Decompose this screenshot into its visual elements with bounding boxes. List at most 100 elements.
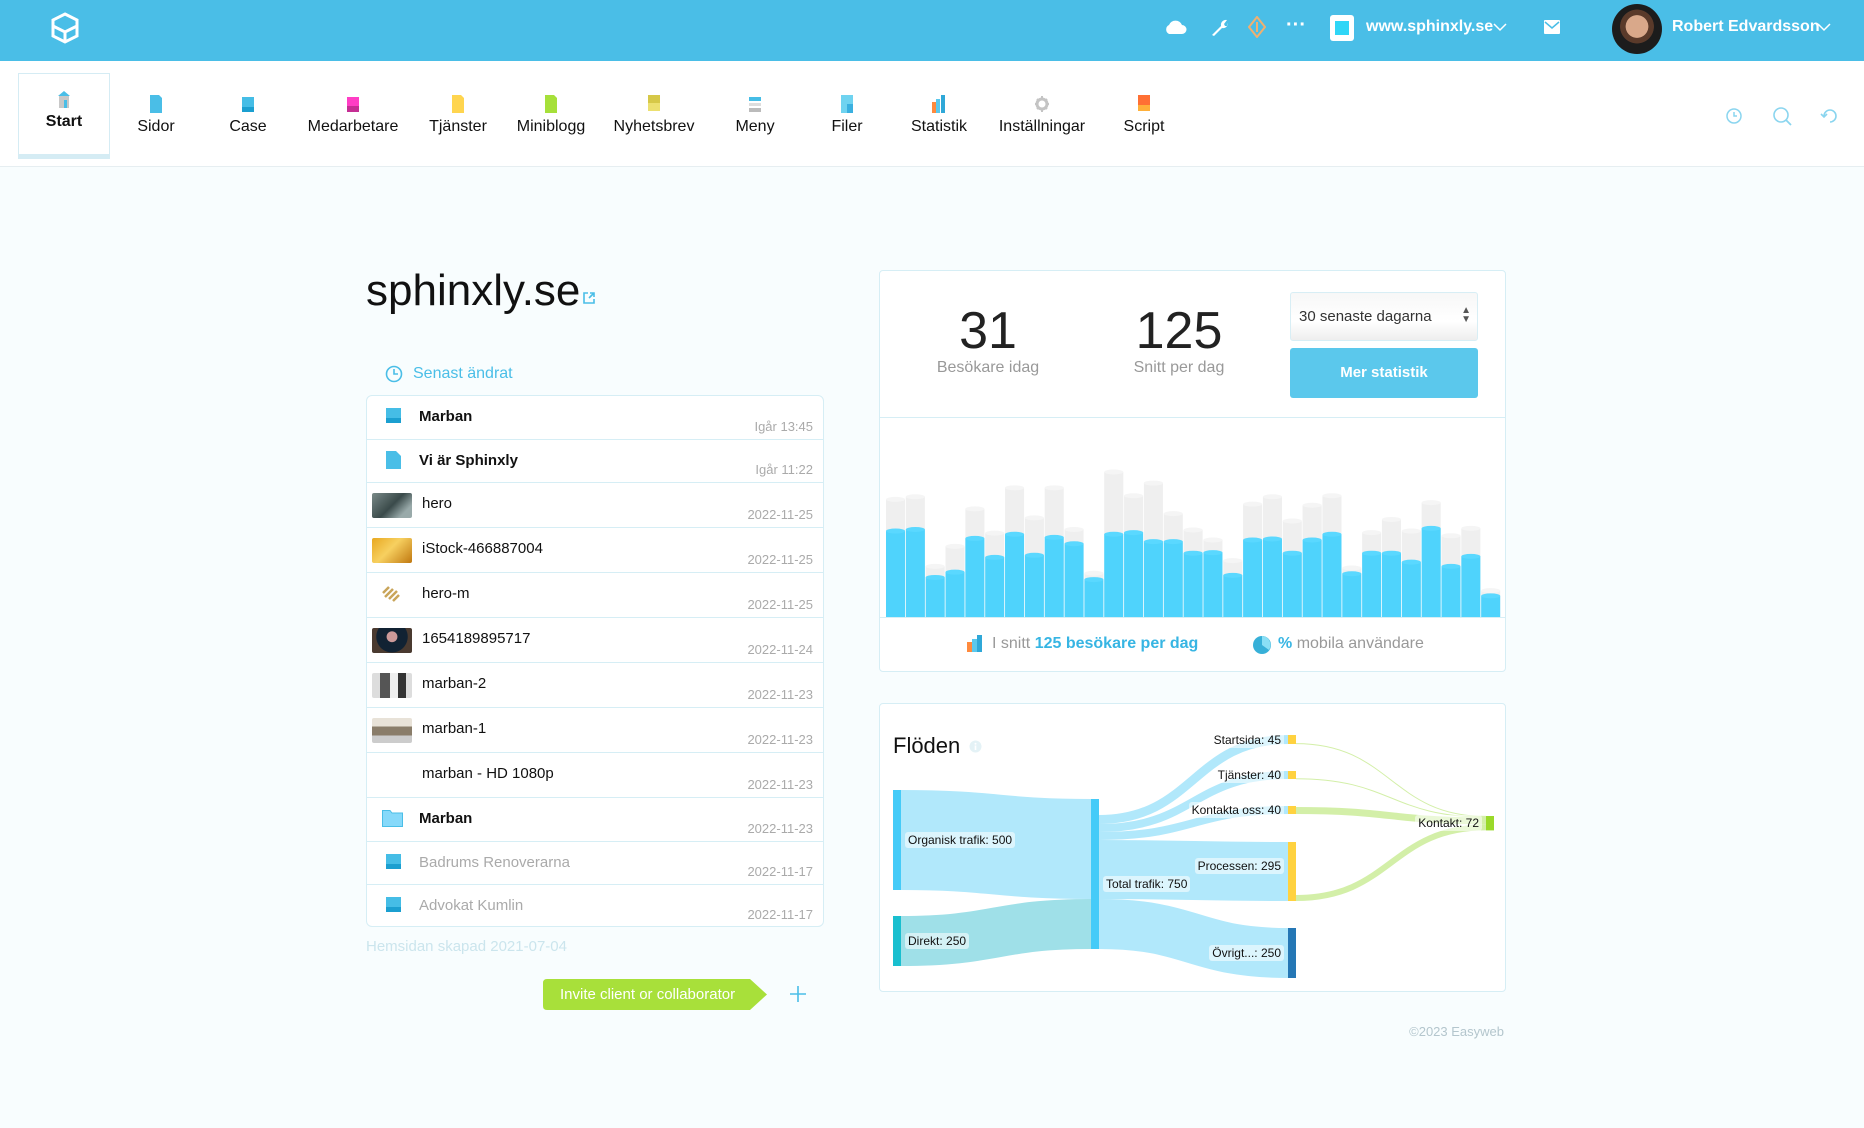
list-item[interactable]: Advokat Kumlin 2022-11-17 xyxy=(367,884,823,927)
list-item[interactable]: 1654189895717 2022-11-24 xyxy=(367,617,823,662)
list-item[interactable]: marban-2 2022-11-23 xyxy=(367,662,823,707)
search-icon[interactable] xyxy=(1772,106,1792,126)
bar-previous-cap xyxy=(1282,518,1302,524)
more-stats-button[interactable]: Mer statistik xyxy=(1290,348,1478,398)
cloud-icon[interactable] xyxy=(1163,18,1187,36)
list-item[interactable]: Badrums Renoverarna 2022-11-17 xyxy=(367,841,823,884)
bar-current xyxy=(1401,562,1421,617)
bar-current xyxy=(905,529,925,617)
list-item[interactable]: Vi är Sphinxly Igår 11:22 xyxy=(367,439,823,482)
bar-current-cap xyxy=(1163,539,1183,545)
bar-current-cap xyxy=(1243,537,1263,543)
gear-icon xyxy=(1035,96,1049,112)
bar-current-cap xyxy=(905,526,925,532)
tab-start[interactable]: Start xyxy=(18,73,110,159)
tab-tjänster[interactable]: Tjänster xyxy=(412,79,504,167)
bar-previous-cap xyxy=(1262,494,1282,500)
bar-current-cap xyxy=(1282,550,1302,556)
tab-filer[interactable]: Filer xyxy=(801,79,893,167)
tab-medarbetare[interactable]: Medarbetare xyxy=(307,79,399,167)
logo-cube-icon[interactable] xyxy=(50,12,80,44)
bar-current-cap xyxy=(925,574,945,580)
diamond-icon[interactable] xyxy=(1248,16,1266,38)
avg-per-day-label: Snitt per dag xyxy=(1133,359,1225,376)
item-date: 2022-11-23 xyxy=(747,687,813,702)
bar-current-cap xyxy=(1342,571,1362,577)
sankey-node-label: Kontakta oss: 40 xyxy=(1188,802,1284,818)
bar-current-cap xyxy=(1223,572,1243,578)
bar-current-cap xyxy=(1084,577,1104,583)
info-icon[interactable] xyxy=(969,740,982,753)
list-item[interactable]: Marban Igår 13:45 xyxy=(367,396,823,439)
list-item[interactable]: hero 2022-11-25 xyxy=(367,482,823,527)
bar-current-cap xyxy=(1203,550,1223,556)
bar-current xyxy=(1481,595,1501,617)
services-icon xyxy=(452,95,464,113)
avatar[interactable] xyxy=(1612,4,1662,54)
more-icon[interactable]: ··· xyxy=(1286,14,1306,36)
bar-previous-cap xyxy=(1441,533,1461,539)
external-link-icon[interactable] xyxy=(582,291,596,305)
add-icon[interactable] xyxy=(789,985,807,1003)
tab-label: Medarbetare xyxy=(307,118,399,135)
item-date: Igår 13:45 xyxy=(754,419,813,434)
tab-label: Meny xyxy=(735,118,775,135)
bar-previous-cap xyxy=(945,543,965,549)
bar-current xyxy=(1421,528,1441,617)
bar-current xyxy=(1223,575,1243,617)
user-name[interactable]: Robert Edvardsson xyxy=(1672,18,1820,35)
tab-inställningar[interactable]: Inställningar xyxy=(996,79,1088,167)
item-date: 2022-11-25 xyxy=(747,507,813,522)
image-thumbnail xyxy=(372,718,412,743)
history-icon[interactable] xyxy=(1724,106,1744,126)
tab-nyhetsbrev[interactable]: Nyhetsbrev xyxy=(608,79,700,167)
tab-sidor[interactable]: Sidor xyxy=(110,79,202,167)
bar-previous-cap xyxy=(1401,528,1421,534)
item-name: Vi är Sphinxly xyxy=(419,452,518,469)
item-name: hero-m xyxy=(422,585,470,602)
image-thumbnail xyxy=(372,628,412,653)
bar-current xyxy=(886,531,906,617)
bar-current xyxy=(1461,556,1481,617)
case-icon xyxy=(386,854,401,869)
site-selector[interactable]: www.sphinxly.se xyxy=(1366,18,1494,35)
case-icon xyxy=(386,408,401,423)
item-date: 2022-11-23 xyxy=(747,777,813,792)
bar-current xyxy=(965,538,985,617)
visitors-bar-chart xyxy=(886,469,1501,617)
bar-current-cap xyxy=(1322,531,1342,537)
item-name: Advokat Kumlin xyxy=(419,897,524,914)
chevron-down-icon[interactable] xyxy=(1493,22,1507,32)
bar-current xyxy=(1282,553,1302,617)
bar-previous-cap xyxy=(1064,526,1084,532)
bar-previous-cap xyxy=(1163,511,1183,517)
tab-statistik[interactable]: Statistik xyxy=(893,79,985,167)
tab-script[interactable]: Script xyxy=(1098,79,1190,167)
bar-current-cap xyxy=(1044,534,1064,540)
bar-current xyxy=(1084,579,1104,617)
image-thumbnail xyxy=(382,586,400,602)
refresh-icon[interactable] xyxy=(1820,106,1840,126)
bar-previous-cap xyxy=(1044,485,1064,491)
tab-meny[interactable]: Meny xyxy=(709,79,801,167)
site-icon[interactable] xyxy=(1330,15,1354,41)
stats-icon xyxy=(932,95,945,113)
list-item[interactable]: hero-m 2022-11-25 xyxy=(367,572,823,617)
mail-icon[interactable] xyxy=(1544,20,1560,34)
page-icon xyxy=(150,95,162,113)
period-select[interactable]: 30 senaste dagarna ▲ ▼ xyxy=(1290,292,1478,341)
list-item[interactable]: marban-1 2022-11-23 xyxy=(367,707,823,752)
list-item[interactable]: iStock-466887004 2022-11-25 xyxy=(367,527,823,572)
main-nav: Start Sidor Case Medarbetare Tjänster Miniblo… xyxy=(0,61,1864,167)
list-item[interactable]: Marban 2022-11-23 xyxy=(367,797,823,841)
bar-previous-cap xyxy=(1223,558,1243,564)
sankey-node-label: Övrigt...: 250 xyxy=(1209,945,1284,961)
tab-miniblogg[interactable]: Miniblogg xyxy=(505,79,597,167)
list-item[interactable]: marban - HD 1080p 2022-11-23 xyxy=(367,752,823,797)
item-name: marban-2 xyxy=(422,675,487,692)
chevron-down-icon[interactable] xyxy=(1817,22,1831,32)
invite-button[interactable]: Invite client or collaborator xyxy=(543,979,768,1010)
tab-case[interactable]: Case xyxy=(202,79,294,167)
bar-current xyxy=(1024,555,1044,617)
wrench-icon[interactable] xyxy=(1209,17,1229,37)
